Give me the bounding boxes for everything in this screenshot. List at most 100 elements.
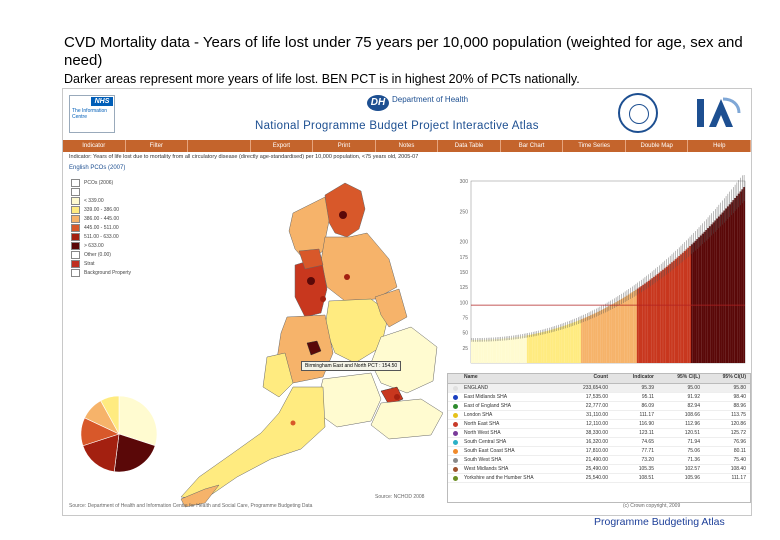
menu-item-5[interactable]: Notes [376,140,439,152]
cell-ind: 111.17 [639,412,654,418]
table-row[interactable]: South West SHA 21,490.00 73.20 71.36 75.40 [448,456,750,465]
menu-item-0[interactable]: Indicator [63,140,126,152]
legend-item[interactable]: Strat [71,259,171,268]
row-color-cell [448,439,462,445]
menu-item-9[interactable]: Double Map [626,140,689,152]
bar [660,271,663,363]
bar [523,335,526,363]
legend-item[interactable]: > 633.00 [71,241,171,250]
cell-name: Yorkshire and the Humber SHA [464,475,534,481]
cell-ul: 120.86 [730,421,746,427]
legend-item[interactable] [71,187,171,196]
row-color-cell [448,421,462,427]
seal-logo [618,93,658,133]
cell-ind: 108.51 [638,475,654,481]
table-header-name[interactable]: Name [464,374,478,380]
legend-item[interactable]: 511.00 - 633.00 [71,232,171,241]
menu-item-10[interactable]: Help [688,140,751,152]
y-tick-label: 125 [460,285,469,291]
legend-item[interactable]: Background Property [71,268,171,277]
cell-name: West Midlands SHA [464,466,509,472]
bar [481,339,484,363]
table-row[interactable]: South Central SHA 16,320.00 74.65 71.94 76.9… [448,438,750,447]
england-choropleth-map[interactable] [175,177,443,509]
menu-item-8[interactable]: Time Series [563,140,626,152]
bar [577,320,580,363]
map-city-hotspot [344,274,350,280]
bar [496,339,499,363]
bar [595,312,598,363]
menu-item-6[interactable]: Data Table [438,140,501,152]
legend-item[interactable]: Other (0.00) [71,250,171,259]
bar [645,282,648,363]
bar [570,323,572,363]
bar [532,334,535,363]
bar [494,339,497,363]
row-color-cell [448,430,462,436]
bar [685,249,688,363]
cell-ind: 86.09 [641,403,654,409]
legend-item[interactable]: 445.00 - 511.00 [71,223,171,232]
cell-count: 25,540.00 [585,475,608,481]
map-city-hotspot [339,211,347,219]
table-row[interactable]: London SHA 31,110.00 111.17 108.66 113.75 [448,411,750,420]
menu-item-7[interactable]: Bar Chart [501,140,564,152]
table-row[interactable]: North West SHA 38,330.00 123.11 120.51 125.7… [448,429,750,438]
table-row[interactable]: West Midlands SHA 25,490.00 105.35 102.57 10… [448,465,750,474]
bar [620,298,623,363]
bar [546,330,549,363]
legend-swatch [71,259,80,268]
bar [485,339,488,363]
table-row[interactable]: South East Coast SHA 17,810.00 77.71 75.06 8… [448,447,750,456]
table-row[interactable]: North East SHA 12,110.00 116.90 112.96 120.8… [448,420,750,429]
bar [716,218,719,363]
map-region-wales-border [262,352,294,398]
bar [586,316,589,363]
slide-subtitle: Darker areas represent more years of lif… [64,72,580,86]
table-row[interactable]: East Midlands SHA 17,535.00 95.11 91.92 98.4… [448,393,750,402]
bar [539,332,542,363]
bar [717,216,720,363]
table-row[interactable]: Yorkshire and the Humber SHA 25,540.00 108… [448,474,750,483]
table-header-indicator[interactable]: Indicator [632,374,654,380]
menu-item-2[interactable] [188,140,251,152]
cell-ul: 80.11 [733,448,746,454]
bar [561,326,563,363]
table-header-ci-upper[interactable]: 95% CI(U) [722,374,746,380]
bar [472,339,475,363]
bar [544,331,547,363]
y-tick-label: 300 [460,179,469,185]
legend-item[interactable]: 386.00 - 445.00 [71,214,171,223]
row-color-cell [448,448,462,454]
table-row[interactable]: East of England SHA 22,777.00 86.09 82.94 88… [448,402,750,411]
legend-item[interactable]: PCOs (2006) [71,178,171,187]
menu-item-3[interactable]: Export [251,140,314,152]
legend-label: > 633.00 [84,242,104,249]
ia-logo [697,97,741,127]
bar [580,319,583,363]
bar [476,339,479,363]
bar [492,339,495,363]
bar [498,339,500,363]
bar [606,307,609,363]
bar [613,303,616,363]
legend-item[interactable]: 339.00 - 386.00 [71,205,171,214]
table-row[interactable]: ENGLAND 233,654.00 95.39 95.00 95.80 [448,384,750,393]
table-header-ci-lower[interactable]: 95% CI(L) [677,374,700,380]
cell-ind: 95.39 [641,385,654,391]
bar [575,321,578,363]
bar [696,239,699,363]
bar [667,265,670,363]
cell-ul: 111.17 [731,475,746,481]
y-tick-label: 75 [462,316,468,322]
cell-ul: 98.40 [733,394,746,400]
cell-name: South East Coast SHA [464,448,515,454]
bar [535,333,538,363]
table-header-count[interactable]: Count [593,374,608,380]
bar [651,278,654,363]
bar [508,337,511,363]
cell-name: North West SHA [464,430,501,436]
menu-item-1[interactable]: Filter [126,140,189,152]
menu-item-4[interactable]: Print [313,140,376,152]
legend-item[interactable]: < 339.00 [71,196,171,205]
